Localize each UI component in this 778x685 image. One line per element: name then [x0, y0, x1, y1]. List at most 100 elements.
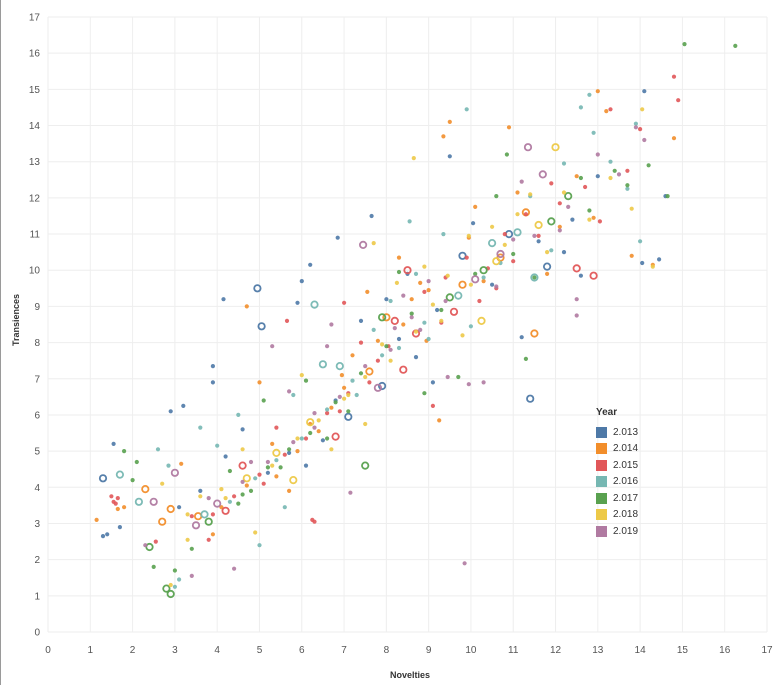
data-point-2-019[interactable]: [388, 347, 393, 352]
data-point-2-014[interactable]: [350, 353, 355, 358]
data-point-2-016[interactable]: [350, 378, 355, 383]
data-point-2-018[interactable]: [329, 447, 334, 452]
data-point-2-014[interactable]: [671, 136, 677, 141]
data-point-2-019[interactable]: [566, 204, 571, 209]
data-point-2-017[interactable]: [189, 546, 194, 551]
data-point-2-014[interactable]: [574, 174, 579, 179]
data-point-2-015[interactable]: [523, 212, 529, 217]
data-point-2-013[interactable]: [570, 217, 575, 222]
data-point-2-019[interactable]: [373, 383, 382, 392]
data-point-2-013[interactable]: [198, 488, 203, 493]
data-point-2-016[interactable]: [407, 219, 412, 224]
data-point-2-013[interactable]: [430, 380, 435, 385]
data-point-2-017[interactable]: [396, 269, 402, 275]
data-point-2-016[interactable]: [625, 186, 630, 191]
data-point-2-013[interactable]: [595, 174, 600, 179]
data-point-2-015[interactable]: [367, 380, 372, 385]
data-point-2-019[interactable]: [409, 315, 414, 320]
data-point-2-017[interactable]: [303, 378, 309, 383]
data-point-2-019[interactable]: [462, 561, 467, 566]
data-point-2-019[interactable]: [291, 440, 296, 445]
legend-item[interactable]: 2.015: [596, 457, 676, 474]
data-point-2-016[interactable]: [468, 324, 473, 329]
data-point-2-018[interactable]: [185, 537, 190, 542]
data-point-2-013[interactable]: [471, 221, 476, 226]
data-point-2-015[interactable]: [284, 318, 290, 323]
data-point-2-017[interactable]: [646, 163, 651, 168]
data-point-2-014[interactable]: [481, 279, 486, 284]
data-point-2-018[interactable]: [492, 257, 501, 266]
data-point-2-017[interactable]: [287, 447, 292, 452]
data-point-2-014[interactable]: [141, 484, 150, 494]
data-point-2-016[interactable]: [413, 271, 419, 276]
data-point-2-013[interactable]: [490, 282, 495, 287]
data-point-2-013[interactable]: [358, 318, 364, 323]
data-point-2-013[interactable]: [98, 474, 108, 483]
data-point-2-013[interactable]: [369, 213, 374, 219]
data-point-2-019[interactable]: [170, 468, 179, 477]
data-point-2-015[interactable]: [608, 107, 613, 112]
data-point-2-014[interactable]: [447, 119, 452, 124]
data-point-2-016[interactable]: [253, 476, 258, 481]
data-point-2-015[interactable]: [115, 496, 120, 501]
data-point-2-013[interactable]: [177, 505, 182, 510]
data-point-2-018[interactable]: [219, 487, 224, 492]
data-point-2-015[interactable]: [557, 201, 562, 206]
data-point-2-013[interactable]: [519, 335, 524, 340]
data-point-2-017[interactable]: [578, 175, 584, 181]
data-point-2-019[interactable]: [496, 249, 505, 259]
data-point-2-016[interactable]: [530, 273, 539, 282]
data-point-2-016[interactable]: [177, 577, 182, 582]
data-point-2-015[interactable]: [422, 289, 427, 294]
data-point-2-019[interactable]: [287, 389, 292, 394]
data-point-2-017[interactable]: [248, 488, 254, 493]
data-point-2-016[interactable]: [464, 107, 469, 112]
data-point-2-014[interactable]: [339, 373, 344, 378]
data-point-2-017[interactable]: [445, 293, 454, 302]
data-point-2-015[interactable]: [337, 409, 342, 414]
data-point-2-015[interactable]: [625, 168, 630, 173]
data-point-2-017[interactable]: [358, 371, 364, 376]
data-point-2-019[interactable]: [466, 382, 471, 387]
data-point-2-016[interactable]: [633, 121, 639, 126]
data-point-2-013[interactable]: [303, 463, 309, 468]
data-point-2-019[interactable]: [189, 573, 194, 579]
data-point-2-016[interactable]: [335, 361, 344, 371]
data-point-2-018[interactable]: [490, 224, 495, 229]
data-point-2-018[interactable]: [388, 358, 393, 363]
data-point-2-014[interactable]: [418, 280, 423, 285]
data-point-2-017[interactable]: [333, 400, 338, 405]
data-point-2-013[interactable]: [542, 262, 552, 271]
data-point-2-019[interactable]: [642, 137, 647, 143]
data-point-2-019[interactable]: [143, 543, 148, 548]
data-point-2-019[interactable]: [213, 499, 222, 508]
data-point-2-014[interactable]: [270, 441, 275, 446]
data-point-2-016[interactable]: [166, 463, 171, 468]
data-point-2-018[interactable]: [445, 273, 450, 278]
data-point-2-016[interactable]: [454, 291, 463, 300]
data-point-2-018[interactable]: [223, 496, 228, 501]
data-point-2-019[interactable]: [532, 233, 537, 238]
data-point-2-017[interactable]: [130, 478, 135, 483]
data-point-2-014[interactable]: [158, 517, 167, 526]
data-point-2-017[interactable]: [240, 492, 245, 497]
data-point-2-019[interactable]: [519, 179, 524, 184]
legend-item[interactable]: 2.017: [596, 490, 676, 507]
data-point-2-014[interactable]: [595, 89, 600, 94]
data-point-2-016[interactable]: [388, 298, 393, 304]
data-point-2-013[interactable]: [117, 525, 122, 530]
data-point-2-015[interactable]: [403, 266, 412, 275]
data-point-2-015[interactable]: [399, 365, 408, 374]
data-point-2-019[interactable]: [574, 297, 579, 302]
data-point-2-016[interactable]: [318, 360, 327, 369]
data-point-2-013[interactable]: [642, 89, 647, 94]
data-point-2-014[interactable]: [257, 380, 262, 385]
data-point-2-019[interactable]: [337, 394, 342, 399]
data-point-2-015[interactable]: [536, 233, 541, 238]
data-point-2-017[interactable]: [532, 275, 537, 280]
legend-item[interactable]: 2.013: [596, 424, 676, 441]
data-point-2-014[interactable]: [545, 271, 550, 276]
data-point-2-016[interactable]: [236, 412, 241, 417]
data-point-2-019[interactable]: [557, 228, 562, 233]
data-point-2-015[interactable]: [303, 436, 309, 441]
